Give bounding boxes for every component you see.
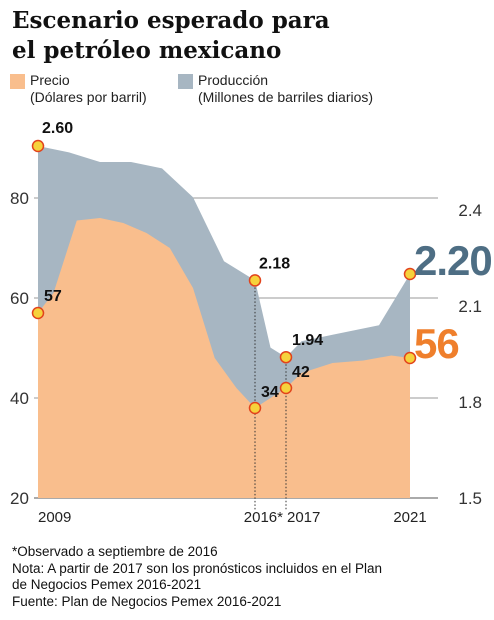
price-point-marker [248, 401, 262, 415]
x-tick-label: 2021 [393, 509, 426, 526]
price-point-label: 42 [292, 364, 310, 381]
production-point-marker [31, 139, 45, 153]
legend-swatch-production [178, 74, 193, 89]
price-point-marker [279, 381, 293, 395]
y-right-tick-label: 1.5 [458, 489, 482, 508]
chart-area: 80 60 40 20 2.4 2.1 1.8 1.5 2.60 2.18 1.94 57 34 42 2… [10, 120, 493, 526]
y-right-tick-label: 2.1 [458, 297, 482, 316]
y-right-tick-label: 1.8 [458, 393, 482, 412]
footnotes: *Observado a septiembre de 2016 Nota: A … [12, 544, 482, 610]
footnote-observed: *Observado a septiembre de 2016 [12, 544, 218, 559]
legend-label-production: Producción [198, 72, 269, 88]
production-point-label: 2.60 [42, 120, 73, 137]
footnote-nota-line-1: Nota: A partir de 2017 son los pronóstic… [12, 560, 382, 576]
price-series-area [38, 218, 410, 498]
footnote-nota-line-2: de Negocios Pemex 2016-2021 [12, 577, 202, 592]
price-point-marker [31, 306, 45, 320]
production-point-label: 1.94 [292, 332, 323, 349]
y-left-tick-label: 40 [10, 389, 29, 408]
x-tick-label: 2017 [287, 509, 320, 526]
chart-title-line-2: el petróleo mexicano [12, 37, 282, 64]
y-left-tick-label: 60 [10, 289, 29, 308]
x-tick-label: 2009 [38, 509, 71, 526]
production-point-marker [279, 350, 293, 364]
legend-label-price: Precio [30, 72, 70, 88]
legend-unit-production: (Millones de barriles diarios) [198, 89, 374, 105]
chart-title-line-1: Escenario esperado para [12, 7, 330, 34]
x-tick-label: 2016* [244, 509, 283, 526]
price-end-marker [403, 351, 417, 365]
legend-swatch-price [10, 74, 25, 89]
chart-title: Escenario esperado para el petróleo mexi… [12, 6, 482, 66]
production-end-marker [403, 267, 417, 281]
y-left-tick-label: 80 [10, 189, 29, 208]
price-point-label: 57 [44, 288, 62, 305]
production-point-marker [248, 274, 262, 287]
price-end-label: 56 [414, 320, 459, 367]
price-point-label: 34 [261, 384, 279, 401]
y-left-tick-label: 20 [10, 489, 29, 508]
production-end-label: 2.20 [414, 237, 492, 284]
y-right-tick-label: 2.4 [458, 201, 482, 220]
legend-unit-price: (Dólares por barril) [30, 89, 147, 105]
footnote-source: Fuente: Plan de Negocios Pemex 2016-2021 [12, 593, 282, 609]
production-point-label: 2.18 [259, 255, 290, 272]
